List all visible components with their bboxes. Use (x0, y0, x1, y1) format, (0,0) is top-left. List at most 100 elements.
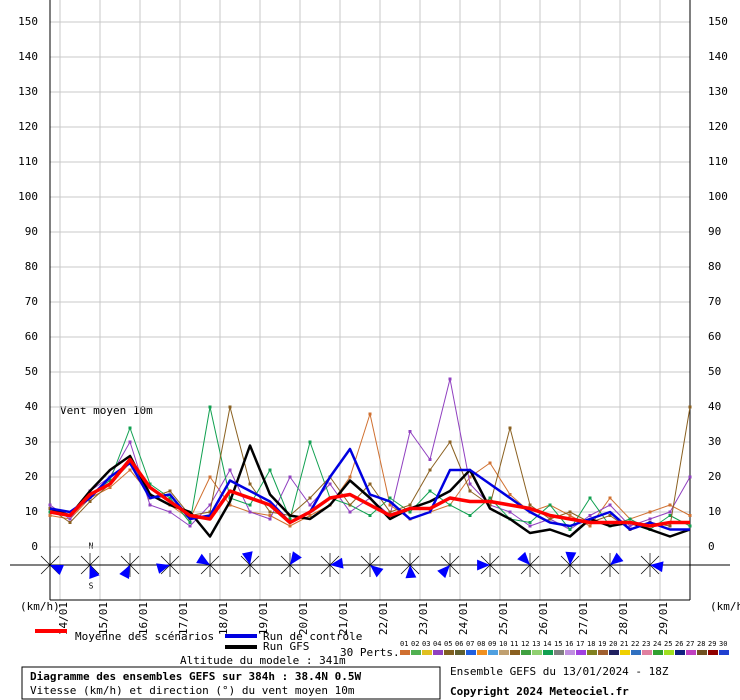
point (208, 503, 212, 507)
y-tick-label: 0 (708, 540, 715, 553)
point (208, 475, 212, 479)
point (348, 503, 352, 507)
y-tick-label: 110 (18, 155, 38, 168)
point (188, 521, 192, 524)
point (248, 482, 252, 486)
x-tick-label: 14/01 (57, 602, 70, 635)
run-info: Ensemble GEFS du 13/01/2024 - 18Z (450, 665, 669, 678)
perturbation-swatch (444, 650, 454, 655)
point (288, 475, 292, 479)
perturbation-label: 17 (576, 640, 584, 648)
perturbation-label: 22 (631, 640, 639, 648)
point (568, 528, 572, 531)
y-tick-label: 40 (708, 400, 721, 413)
point (448, 503, 452, 507)
wind-rose-petal (196, 553, 210, 565)
wind-rose (517, 551, 542, 577)
x-tick-label: 27/01 (577, 602, 590, 635)
wind-rose (156, 553, 182, 577)
point (648, 517, 652, 521)
y-tick-label: 30 (708, 435, 721, 448)
y-tick-label: 40 (25, 400, 38, 413)
point (108, 479, 112, 482)
x-tick-label: 15/01 (97, 602, 110, 635)
perturbation-label: 30 (719, 640, 727, 648)
legend-label: Moyenne des scénarios (75, 630, 214, 643)
y-tick-label: 150 (708, 15, 728, 28)
wind-rose-petal (650, 561, 664, 573)
perturbation-swatch (620, 650, 630, 655)
y-tick-label: 20 (25, 470, 38, 483)
perturbation-label: 27 (686, 640, 694, 648)
perturbation-label: 26 (675, 640, 683, 648)
point (508, 426, 512, 430)
perturbation-label: 03 (422, 640, 430, 648)
y-tick-label: 130 (18, 85, 38, 98)
y-tick-label: 60 (708, 330, 721, 343)
y-tick-label: 120 (18, 120, 38, 133)
y-tick-label: 100 (18, 190, 38, 203)
series-line (49, 447, 690, 531)
point (568, 510, 572, 514)
wind-rose-petal (330, 557, 344, 569)
point (668, 503, 672, 507)
perturbation-label: 16 (565, 640, 573, 648)
point (568, 514, 572, 517)
point (588, 514, 592, 517)
compass-label: S (89, 582, 94, 591)
altitude: Altitude du modele : 341m (180, 654, 346, 667)
perturbation-label: 10 (499, 640, 507, 648)
perturbation-swatch (521, 650, 531, 655)
perturbation-swatch (422, 650, 432, 655)
legend-label: Run de contrôle (263, 630, 362, 643)
perturbation-label: 25 (664, 640, 672, 648)
point (268, 510, 272, 514)
perturbation-swatch (488, 650, 498, 655)
y-tick-label: 110 (708, 155, 728, 168)
copyright: Copyright 2024 Meteociel.fr (450, 685, 629, 698)
perturbation-swatch (631, 650, 641, 655)
series-line (49, 406, 691, 530)
perturbation-swatch (576, 650, 586, 655)
point (48, 503, 52, 507)
perturbation-label: 20 (609, 640, 617, 648)
point (68, 517, 72, 521)
point (508, 493, 512, 496)
point (248, 510, 252, 514)
point (668, 524, 672, 528)
point (388, 503, 392, 507)
perturbation-swatch (609, 650, 619, 655)
point (68, 521, 72, 524)
point (368, 482, 372, 486)
x-tick-label: 23/01 (417, 602, 430, 635)
point (128, 426, 132, 430)
perturbation-swatch (499, 650, 509, 655)
perturbation-label: 15 (554, 640, 562, 648)
footer-title: Diagramme des ensembles GEFS sur 384h : … (30, 670, 362, 683)
point (608, 514, 612, 517)
perturbation-label: 28 (697, 640, 705, 648)
annotation: Vent moyen 10m (60, 404, 153, 417)
wind-rose-petal (290, 551, 302, 565)
y-tick-label: 60 (25, 330, 38, 343)
perturbation-label: 06 (455, 640, 463, 648)
wind-rose (437, 553, 462, 579)
wind-rose (38, 553, 64, 577)
y-tick-label: 80 (25, 260, 38, 273)
point (228, 468, 232, 472)
point (468, 514, 472, 517)
series-line (49, 413, 691, 527)
point (308, 514, 312, 517)
wind-rose (78, 553, 102, 579)
perturbation-swatch (587, 650, 597, 655)
point (108, 486, 112, 489)
perturbation-label: 12 (521, 640, 529, 648)
point (388, 496, 392, 500)
perturbation-label: 19 (598, 640, 606, 648)
x-tick-label: 20/01 (297, 602, 310, 635)
point (48, 514, 52, 517)
perturbation-swatch (653, 650, 663, 655)
perturbation-label: 21 (620, 640, 628, 648)
wind-rose-petal (119, 565, 130, 579)
wind-rose (278, 551, 302, 577)
